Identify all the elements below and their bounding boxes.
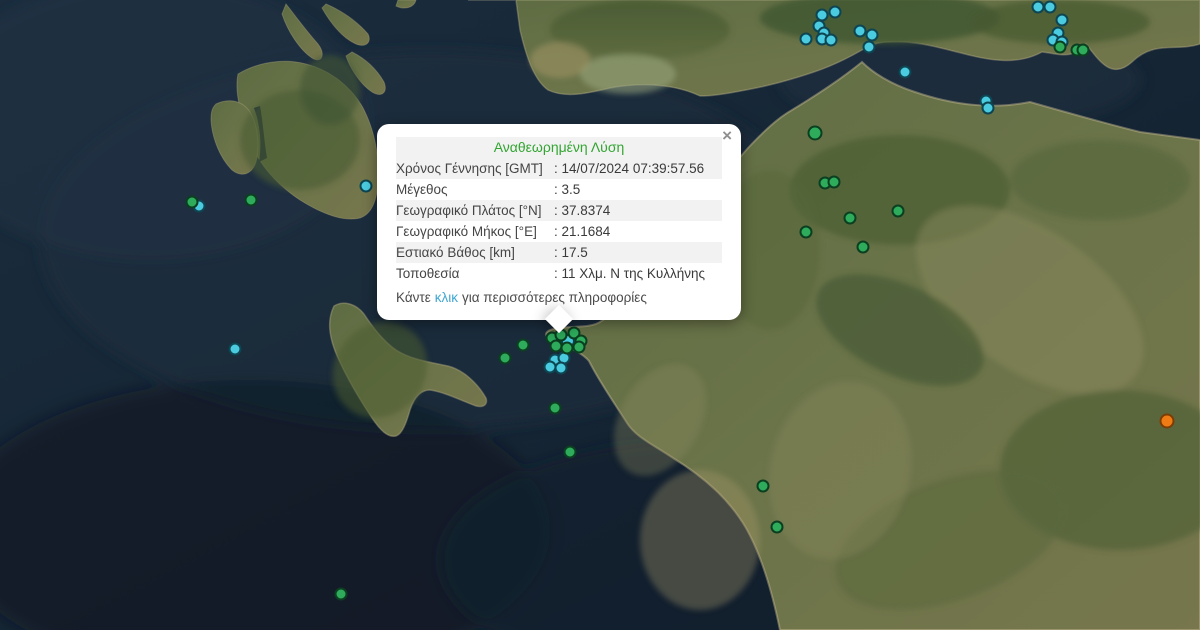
popup-row: Μέγεθος : 3.5 bbox=[396, 179, 722, 200]
earthquake-marker[interactable] bbox=[572, 340, 586, 354]
earthquake-marker[interactable] bbox=[185, 195, 199, 209]
popup-row: Χρόνος Γέννησης [GMT] : 14/07/2024 07:39:… bbox=[396, 158, 722, 179]
popup-row-label: Γεωγραφικό Πλάτος [°N] bbox=[396, 203, 542, 218]
earthquake-marker[interactable] bbox=[770, 520, 784, 534]
earthquake-marker[interactable] bbox=[1053, 40, 1067, 54]
popup-row-label: Χρόνος Γέννησης [GMT] bbox=[396, 161, 543, 176]
earthquake-marker[interactable] bbox=[799, 225, 813, 239]
earthquake-marker[interactable] bbox=[228, 342, 242, 356]
popup-row-value: : 14/07/2024 07:39:57.56 bbox=[554, 161, 705, 176]
earthquake-marker[interactable] bbox=[244, 193, 258, 207]
popup-row-value: : 3.5 bbox=[554, 182, 581, 197]
earthquake-marker[interactable] bbox=[843, 211, 857, 225]
popup-row: Εστιακό Βάθος [km] : 17.5 bbox=[396, 242, 722, 263]
earthquake-marker[interactable] bbox=[862, 40, 876, 54]
popup-row-value: : 17.5 bbox=[554, 245, 588, 260]
popup-row: Τοποθεσία : 11 Χλμ. Ν της Κυλλήνης bbox=[396, 263, 722, 284]
earthquake-marker[interactable] bbox=[828, 5, 842, 19]
popup-title: Αναθεωρημένη Λύση bbox=[396, 137, 722, 158]
earthquake-marker[interactable] bbox=[1076, 43, 1090, 57]
popup-row: Γεωγραφικό Μήκος [°E] : 21.1684 bbox=[396, 221, 722, 242]
popup-row-value: : 37.8374 bbox=[554, 203, 611, 218]
earthquake-marker[interactable] bbox=[560, 341, 574, 355]
earthquake-marker[interactable] bbox=[807, 125, 823, 141]
popup-row-label: Εστιακό Βάθος [km] bbox=[396, 245, 515, 260]
earthquake-marker[interactable] bbox=[824, 33, 838, 47]
earthquake-marker[interactable] bbox=[756, 479, 770, 493]
earthquake-marker[interactable] bbox=[1159, 413, 1175, 429]
popup-rows: Χρόνος Γέννησης [GMT] : 14/07/2024 07:39:… bbox=[396, 158, 722, 284]
earthquake-marker[interactable] bbox=[563, 445, 577, 459]
footer-suffix: για περισσότερες πληροφορίες bbox=[462, 290, 647, 305]
popup-row-label: Μέγεθος bbox=[396, 182, 448, 197]
earthquake-marker[interactable] bbox=[981, 101, 995, 115]
earthquake-marker[interactable] bbox=[799, 32, 813, 46]
earthquake-marker[interactable] bbox=[516, 338, 530, 352]
popup-row-label: Τοποθεσία bbox=[396, 266, 460, 281]
popup-row-label: Γεωγραφικό Μήκος [°E] bbox=[396, 224, 537, 239]
earthquake-marker[interactable] bbox=[359, 179, 373, 193]
earthquake-popup: × Αναθεωρημένη Λύση Χρόνος Γέννησης [GMT… bbox=[377, 124, 741, 334]
popup-row-value: : 21.1684 bbox=[554, 224, 611, 239]
popup-row-value: : 11 Χλμ. Ν της Κυλλήνης bbox=[554, 266, 706, 281]
earthquake-marker[interactable] bbox=[498, 351, 512, 365]
earthquake-marker[interactable] bbox=[898, 65, 912, 79]
popup-content: Αναθεωρημένη Λύση Χρόνος Γέννησης [GMT]:… bbox=[377, 124, 741, 320]
earthquake-marker[interactable] bbox=[856, 240, 870, 254]
terrain-texture bbox=[240, 0, 1200, 610]
info-link[interactable]: κλικ bbox=[434, 290, 458, 305]
earthquake-marker[interactable] bbox=[334, 587, 348, 601]
earthquake-marker[interactable] bbox=[548, 401, 562, 415]
popup-footer: Κάντε κλικ για περισσότερες πληροφορίες bbox=[396, 288, 722, 308]
earthquake-marker[interactable] bbox=[554, 361, 568, 375]
earthquake-marker[interactable] bbox=[827, 175, 841, 189]
earthquake-marker[interactable] bbox=[1055, 13, 1069, 27]
footer-prefix: Κάντε bbox=[396, 290, 431, 305]
popup-row: Γεωγραφικό Πλάτος [°N] : 37.8374 bbox=[396, 200, 722, 221]
popup-close-button[interactable]: × bbox=[722, 126, 732, 145]
earthquake-marker[interactable] bbox=[1043, 0, 1057, 14]
earthquake-marker[interactable] bbox=[891, 204, 905, 218]
